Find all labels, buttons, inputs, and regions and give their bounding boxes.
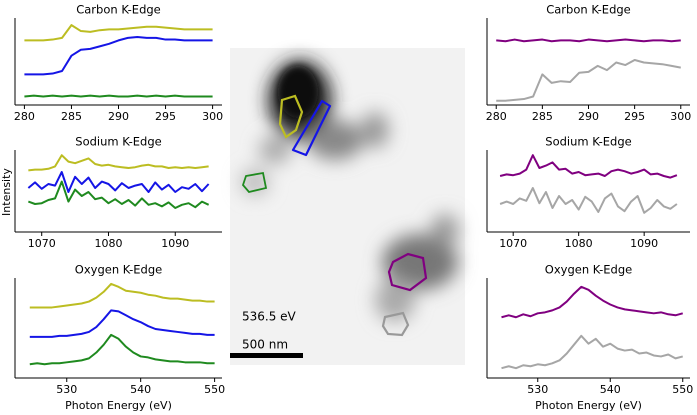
y-axis-label: Intensity [0, 168, 13, 216]
series-line [29, 333, 215, 366]
roi-gray [381, 311, 410, 337]
series-line [496, 38, 681, 43]
x-axis-label: Photon Energy (eV) [65, 399, 172, 412]
x-tick-label: 1090 [630, 237, 658, 250]
chart-title: Oxygen K-Edge [75, 263, 162, 277]
roi-green [241, 171, 268, 194]
series-line [28, 154, 209, 172]
x-tick-label: 1080 [94, 237, 122, 250]
x-tick-label: 550 [672, 383, 693, 396]
chart-title: Sodium K-Edge [545, 135, 631, 149]
x-tick-label: 1070 [28, 237, 56, 250]
x-tick-label: 540 [130, 383, 151, 396]
chart-title: Carbon K-Edge [76, 3, 161, 17]
series-line [499, 187, 678, 214]
x-tick-label: 280 [486, 110, 507, 123]
series-line [27, 171, 210, 193]
series-line [501, 334, 684, 370]
chart-title: Oxygen K-Edge [545, 263, 632, 277]
series-line [29, 309, 215, 338]
series-line [501, 285, 684, 319]
micrograph: 536.5 eV 500 nm [230, 48, 465, 365]
roi-yellow [278, 94, 304, 139]
x-tick-label: 300 [202, 110, 223, 123]
scale-bar-label: 500 nm [242, 338, 288, 352]
x-tick-label: 295 [155, 110, 176, 123]
x-tick-label: 550 [204, 383, 225, 396]
x-tick-label: 280 [14, 110, 35, 123]
x-tick-label: 300 [670, 110, 691, 123]
x-axis-label: Photon Energy (eV) [535, 399, 642, 412]
roi-purple [387, 252, 428, 292]
x-tick-label: 530 [56, 383, 77, 396]
series-line [24, 36, 213, 76]
x-tick-label: 285 [532, 110, 553, 123]
series-line [24, 94, 213, 98]
chart-title: Sodium K-Edge [75, 135, 161, 149]
x-tick-label: 530 [527, 383, 548, 396]
x-tick-label: 1080 [565, 237, 593, 250]
x-tick-label: 1070 [499, 237, 527, 250]
x-tick-label: 540 [600, 383, 621, 396]
series-line [29, 282, 215, 309]
series-line [28, 180, 210, 209]
x-tick-label: 290 [578, 110, 599, 123]
series-line [24, 24, 213, 42]
series-line [496, 58, 681, 102]
x-tick-label: 285 [61, 110, 82, 123]
energy-label: 536.5 eV [242, 310, 297, 324]
series-line [499, 154, 678, 179]
roi-blue [291, 99, 332, 157]
x-tick-label: 295 [624, 110, 645, 123]
x-tick-label: 290 [108, 110, 129, 123]
x-tick-label: 1090 [161, 237, 189, 250]
scale-bar [230, 353, 303, 358]
chart-title: Carbon K-Edge [546, 3, 631, 17]
